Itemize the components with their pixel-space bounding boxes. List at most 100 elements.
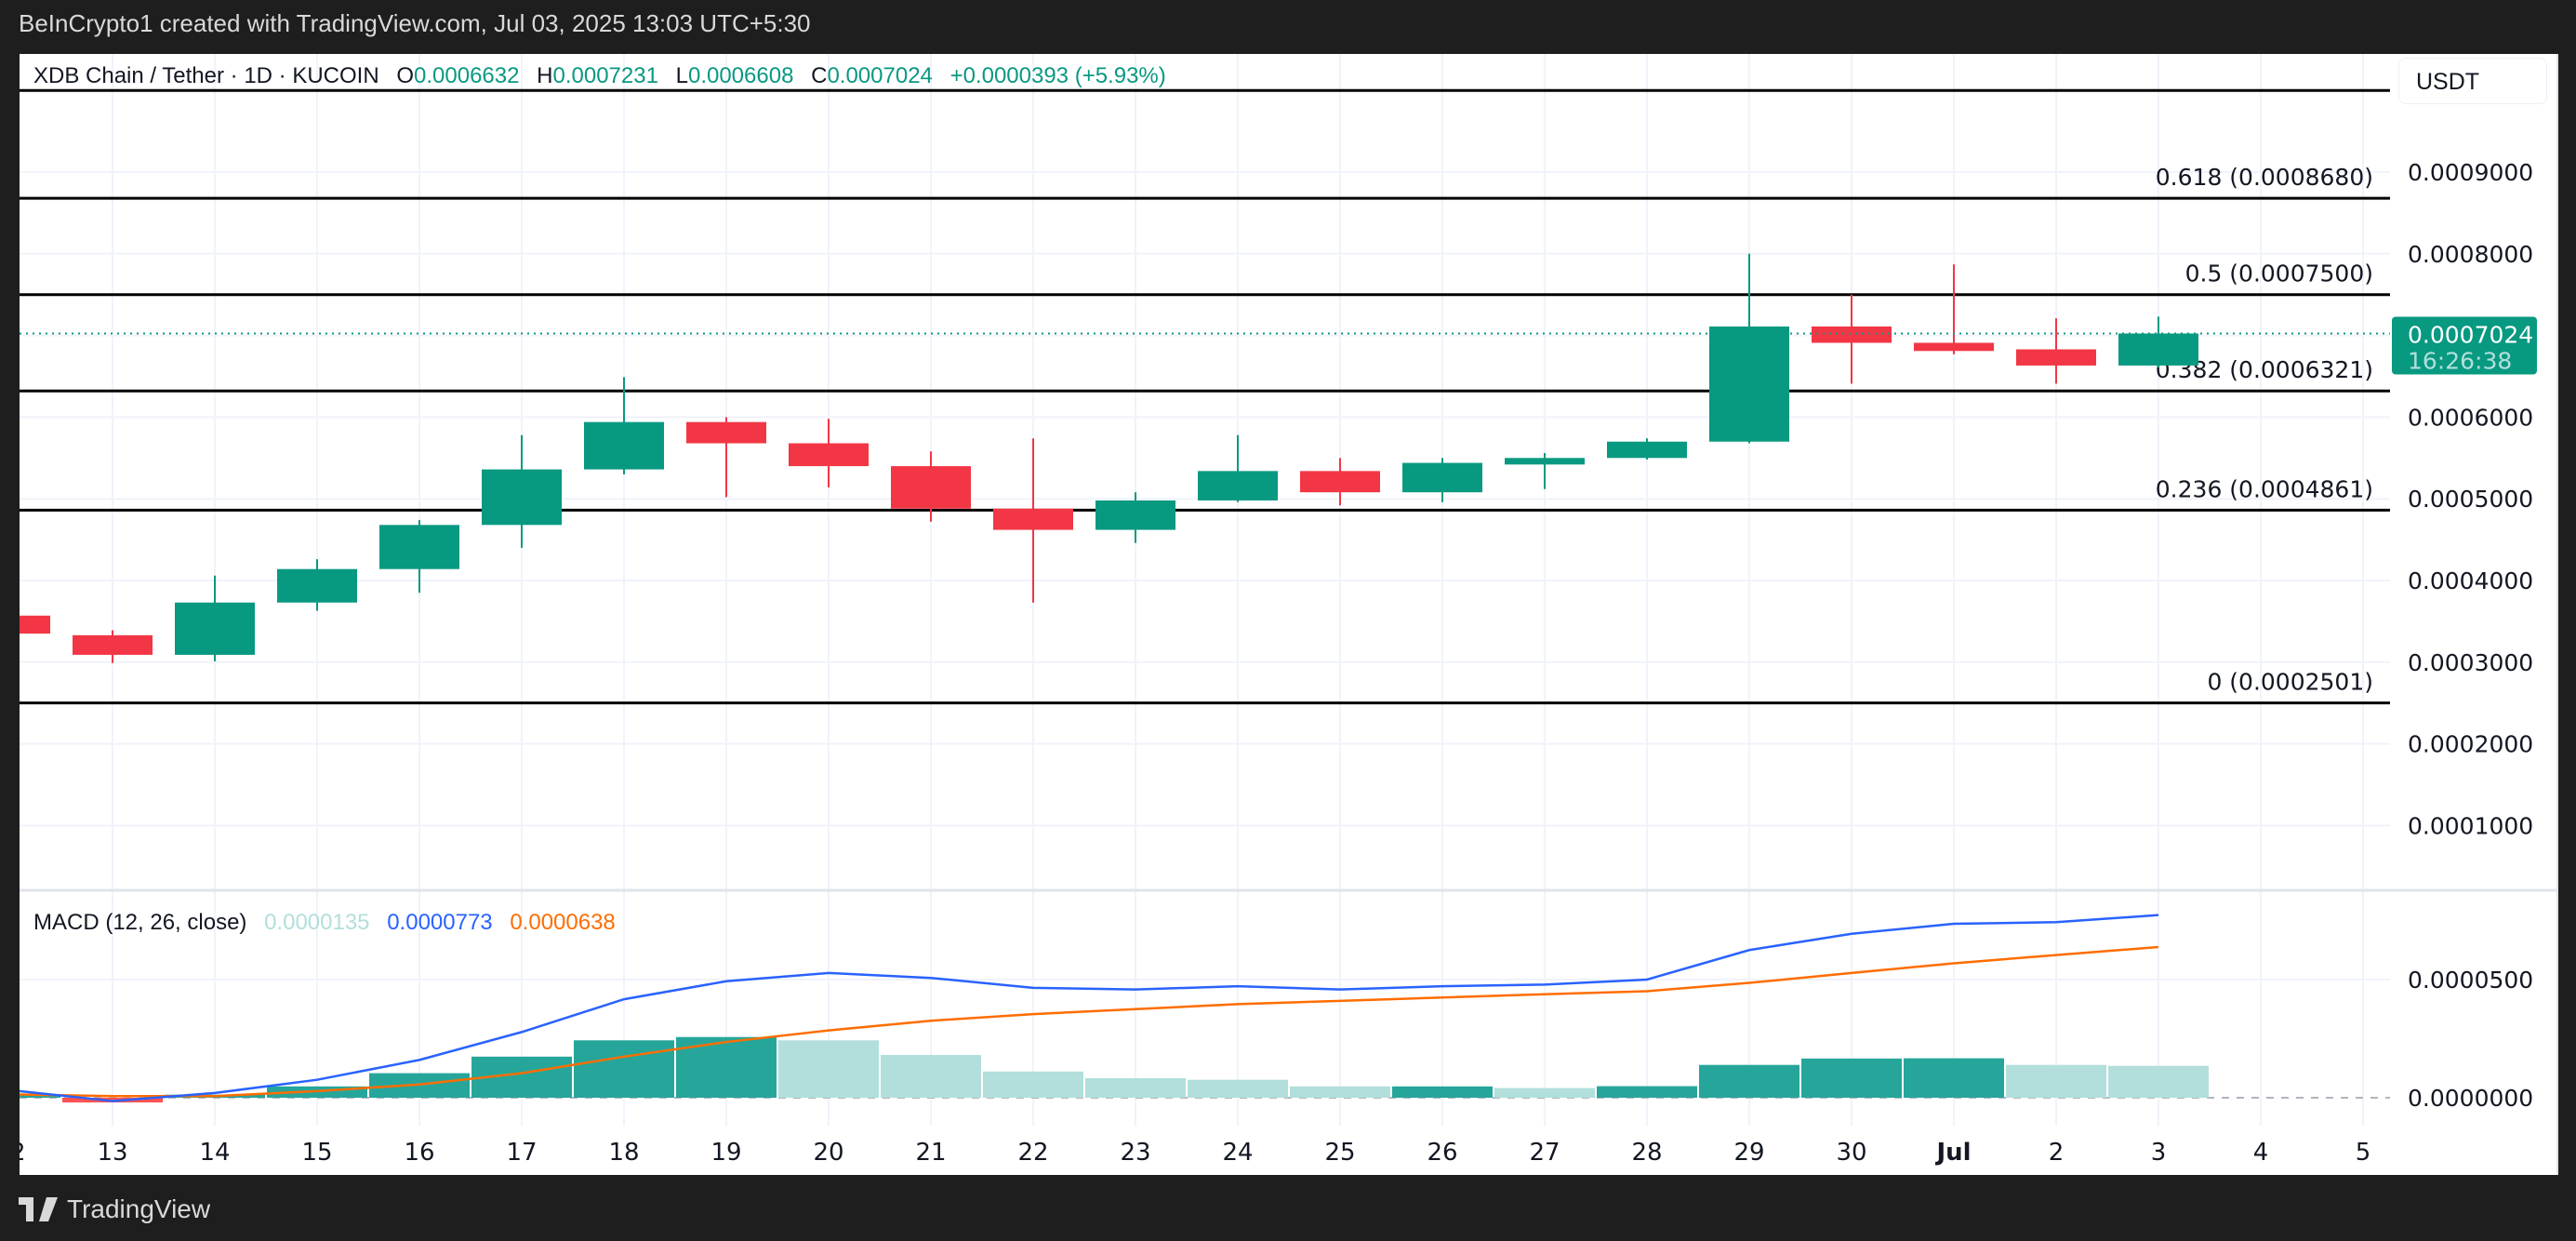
macd-histogram-bar <box>1699 1064 1799 1098</box>
macd-histogram-bar <box>778 1040 879 1098</box>
date-axis-label: 17 <box>506 1139 537 1167</box>
date-axis-label: 19 <box>710 1139 741 1167</box>
candle-body <box>1812 326 1892 343</box>
footer-brand: TradingView <box>67 1194 211 1223</box>
macd-histogram-bar <box>1494 1088 1595 1098</box>
price-axis-label: 0.0006000 <box>2408 404 2533 431</box>
high-label: H <box>537 63 553 88</box>
date-axis-label: Jul <box>1934 1139 1971 1167</box>
tradingview-logo-icon <box>19 1197 58 1221</box>
price-axis-label: 0.0008000 <box>2408 241 2533 268</box>
price-axis-label: 0.0001000 <box>2408 812 2533 839</box>
date-axis-label: 21 <box>915 1139 946 1167</box>
low-value: 0.0006608 <box>687 63 794 88</box>
date-axis-label: 3 <box>2151 1139 2167 1167</box>
date-axis-label: 29 <box>1733 1139 1764 1167</box>
open-value: 0.0006632 <box>414 63 520 88</box>
candle-body <box>175 602 255 655</box>
currency-unit-button[interactable]: USDT <box>2398 58 2547 104</box>
macd-line <box>19 914 2159 1102</box>
date-axis-label: 5 <box>2356 1139 2371 1167</box>
candle-body <box>1505 458 1585 465</box>
candle-body <box>1198 471 1278 500</box>
close-label: C <box>811 63 828 88</box>
date-axis-label: 26 <box>1427 1139 1457 1167</box>
low-label: L <box>675 63 688 88</box>
candle-body <box>1402 462 1482 493</box>
current-price-tag <box>2392 316 2537 375</box>
change-value: +0.0000393 (+5.93%) <box>949 63 1166 88</box>
date-axis-label: 23 <box>1120 1139 1150 1167</box>
macd-legend: MACD (12, 26, close) 0.0000135 0.0000773… <box>33 910 616 936</box>
macd-histogram-bar <box>1801 1058 1902 1098</box>
macd-histogram-bar <box>1290 1086 1390 1098</box>
open-label: O <box>396 63 415 88</box>
fib-label-0.5: 0.5 (0.0007500) <box>2185 260 2373 287</box>
date-axis-label: 25 <box>1324 1139 1355 1167</box>
candle-body <box>379 525 459 569</box>
date-axis-label: 20 <box>813 1139 843 1167</box>
candle-body <box>2118 333 2198 366</box>
macd-title[interactable]: MACD (12, 26, close) <box>33 910 247 935</box>
macd-histogram-bar <box>1392 1086 1493 1098</box>
date-axis-label: 24 <box>1222 1139 1253 1167</box>
candle-body <box>584 421 664 470</box>
symbol-title[interactable]: XDB Chain / Tether · 1D · KUCOIN <box>33 63 379 88</box>
candle-body <box>277 568 357 603</box>
macd-histogram-bar <box>983 1071 1083 1098</box>
candle-body <box>2016 349 2096 366</box>
candle-body <box>482 469 562 526</box>
date-axis-label: 28 <box>1631 1139 1662 1167</box>
date-axis-label: 27 <box>1529 1139 1560 1167</box>
macd-histogram-bar <box>20 1094 60 1098</box>
candle-body <box>73 634 153 655</box>
candle-body <box>20 615 50 634</box>
date-axis-label: 13 <box>97 1139 127 1167</box>
date-axis-label: 30 <box>1836 1139 1866 1167</box>
macd-histogram-bar <box>2006 1064 2106 1098</box>
close-value: 0.0007024 <box>827 63 933 88</box>
price-axis-label: 0.0004000 <box>2408 567 2533 594</box>
price-axis-label: 0.0005000 <box>2408 486 2533 513</box>
macd-histogram-bar <box>1085 1077 1186 1098</box>
date-axis-label: 22 <box>1017 1139 1048 1167</box>
left-edge <box>0 54 20 1175</box>
macd-histogram-bar <box>1904 1058 2004 1098</box>
macd-signal-value: 0.0000638 <box>510 910 616 935</box>
date-axis-label: 14 <box>199 1139 230 1167</box>
candle-body <box>789 443 869 467</box>
macd-line-value: 0.0000773 <box>387 910 493 935</box>
candle-body <box>1709 326 1789 442</box>
current-price-value: 0.0007024 <box>2408 321 2533 348</box>
price-axis-label: 0.0009000 <box>2408 159 2533 186</box>
high-value: 0.0007231 <box>552 63 658 88</box>
candle-body <box>891 466 971 509</box>
candle-body <box>1300 471 1380 493</box>
fib-label-0.236: 0.236 (0.0004861) <box>2156 475 2373 502</box>
candle-body <box>1914 342 1994 352</box>
price-axis-label: 0.0003000 <box>2408 649 2533 676</box>
date-axis-label: 2 <box>2049 1139 2065 1167</box>
macd-axis-label: 0.0000500 <box>2408 967 2533 994</box>
macd-signal-line <box>19 945 2159 1098</box>
date-axis-label: 4 <box>2253 1139 2269 1167</box>
candle-body <box>1095 500 1175 530</box>
macd-histogram-bar <box>881 1055 981 1098</box>
macd-hist-value: 0.0000135 <box>264 910 370 935</box>
symbol-legend: XDB Chain / Tether · 1D · KUCOIN O0.0006… <box>33 63 1166 89</box>
candle-body <box>1607 441 1687 459</box>
date-axis-label: 15 <box>301 1139 332 1167</box>
macd-histogram-bar <box>574 1040 674 1098</box>
date-axis-label: 18 <box>608 1139 639 1167</box>
countdown-timer: 16:26:38 <box>2408 347 2512 374</box>
date-axis-label: 16 <box>404 1139 434 1167</box>
macd-axis-label: 0.0000000 <box>2408 1085 2533 1112</box>
price-axis-label: 0.0002000 <box>2408 731 2533 758</box>
fib-label-0: 0 (0.0002501) <box>2207 669 2373 696</box>
macd-histogram-bar <box>1597 1086 1697 1098</box>
macd-histogram-bar <box>2108 1065 2209 1098</box>
chart-credit: BeInCrypto1 created with TradingView.com… <box>19 9 811 37</box>
candle-body <box>686 421 766 444</box>
tradingview-logo: TradingView <box>19 1194 210 1224</box>
